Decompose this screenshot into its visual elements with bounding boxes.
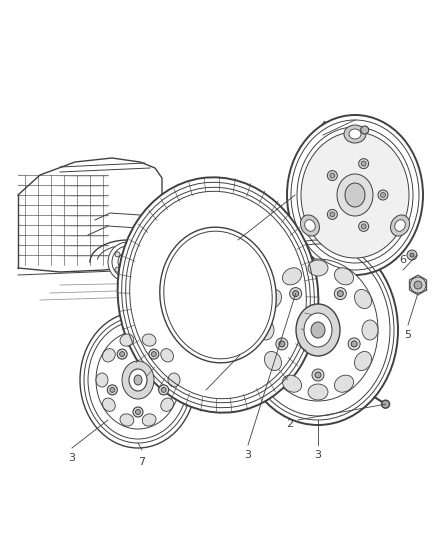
Ellipse shape xyxy=(407,250,417,260)
Ellipse shape xyxy=(391,215,410,236)
Text: 7: 7 xyxy=(138,457,145,467)
Ellipse shape xyxy=(359,221,369,231)
Ellipse shape xyxy=(115,267,120,272)
Ellipse shape xyxy=(142,334,156,346)
Text: 3: 3 xyxy=(244,450,251,460)
Ellipse shape xyxy=(96,373,108,387)
Ellipse shape xyxy=(354,289,371,309)
Ellipse shape xyxy=(152,352,156,357)
Ellipse shape xyxy=(238,235,398,425)
Ellipse shape xyxy=(265,351,282,370)
Text: 3: 3 xyxy=(374,295,381,305)
Ellipse shape xyxy=(344,125,366,143)
Ellipse shape xyxy=(361,224,366,229)
Ellipse shape xyxy=(142,414,156,426)
Ellipse shape xyxy=(359,159,369,168)
Ellipse shape xyxy=(130,247,134,252)
Ellipse shape xyxy=(283,268,301,285)
Ellipse shape xyxy=(315,372,321,378)
Ellipse shape xyxy=(110,387,115,392)
Ellipse shape xyxy=(80,312,196,448)
Ellipse shape xyxy=(311,322,325,338)
Ellipse shape xyxy=(362,320,378,340)
Ellipse shape xyxy=(134,375,142,385)
Ellipse shape xyxy=(120,352,125,357)
Ellipse shape xyxy=(410,253,414,257)
Text: 3: 3 xyxy=(314,450,321,460)
Ellipse shape xyxy=(312,369,324,381)
Ellipse shape xyxy=(334,288,346,300)
Ellipse shape xyxy=(361,126,369,134)
Ellipse shape xyxy=(161,398,173,411)
Ellipse shape xyxy=(118,177,318,413)
Ellipse shape xyxy=(258,259,378,401)
Ellipse shape xyxy=(305,220,315,231)
Ellipse shape xyxy=(161,387,166,392)
Ellipse shape xyxy=(351,341,357,347)
Text: 3: 3 xyxy=(68,453,75,463)
Ellipse shape xyxy=(164,231,272,359)
Ellipse shape xyxy=(129,369,147,391)
Text: 5: 5 xyxy=(405,330,411,340)
Ellipse shape xyxy=(120,334,134,346)
Ellipse shape xyxy=(108,242,148,282)
Ellipse shape xyxy=(361,161,366,166)
Ellipse shape xyxy=(168,373,180,387)
Ellipse shape xyxy=(149,349,159,359)
Ellipse shape xyxy=(378,190,388,200)
Ellipse shape xyxy=(276,338,288,350)
Ellipse shape xyxy=(120,414,134,426)
Ellipse shape xyxy=(327,209,337,220)
Ellipse shape xyxy=(138,260,144,264)
Ellipse shape xyxy=(287,115,423,275)
Ellipse shape xyxy=(300,215,319,236)
Ellipse shape xyxy=(354,351,371,370)
Ellipse shape xyxy=(301,132,409,258)
Ellipse shape xyxy=(130,272,134,277)
Ellipse shape xyxy=(159,385,169,395)
Ellipse shape xyxy=(102,398,115,411)
Ellipse shape xyxy=(327,171,337,181)
Ellipse shape xyxy=(102,349,115,362)
Ellipse shape xyxy=(123,257,133,267)
Ellipse shape xyxy=(381,400,389,408)
Text: 1: 1 xyxy=(202,393,209,403)
Ellipse shape xyxy=(117,349,127,359)
Ellipse shape xyxy=(279,341,285,347)
Ellipse shape xyxy=(293,290,299,296)
Ellipse shape xyxy=(304,313,332,347)
Text: 2: 2 xyxy=(286,419,293,429)
Ellipse shape xyxy=(330,173,335,178)
Ellipse shape xyxy=(349,129,361,139)
Ellipse shape xyxy=(348,338,360,350)
Ellipse shape xyxy=(133,407,143,417)
Ellipse shape xyxy=(160,227,276,363)
Ellipse shape xyxy=(283,375,301,392)
Ellipse shape xyxy=(122,361,154,399)
Ellipse shape xyxy=(337,290,343,296)
Ellipse shape xyxy=(290,288,302,300)
Ellipse shape xyxy=(265,289,282,309)
Ellipse shape xyxy=(96,331,180,429)
Ellipse shape xyxy=(414,281,422,289)
Ellipse shape xyxy=(296,304,340,356)
Ellipse shape xyxy=(161,349,173,362)
Ellipse shape xyxy=(410,277,426,293)
Ellipse shape xyxy=(107,385,117,395)
Ellipse shape xyxy=(258,320,274,340)
Ellipse shape xyxy=(308,260,328,276)
Text: 6: 6 xyxy=(399,255,406,265)
Ellipse shape xyxy=(381,192,385,198)
Ellipse shape xyxy=(345,183,365,207)
Ellipse shape xyxy=(330,212,335,217)
Ellipse shape xyxy=(135,409,141,415)
Ellipse shape xyxy=(395,220,405,231)
Ellipse shape xyxy=(337,174,373,216)
Ellipse shape xyxy=(308,384,328,400)
Ellipse shape xyxy=(335,375,353,392)
Ellipse shape xyxy=(335,268,353,285)
Ellipse shape xyxy=(115,252,120,257)
Text: 4: 4 xyxy=(319,121,327,131)
